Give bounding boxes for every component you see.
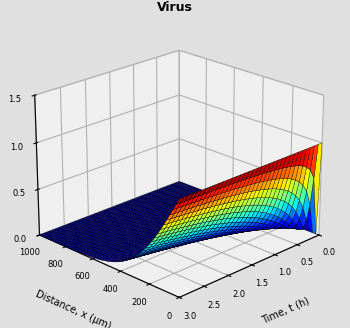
- Title: Virus: Virus: [157, 1, 193, 14]
- Y-axis label: Distance, x (μm): Distance, x (μm): [34, 289, 112, 328]
- X-axis label: Time, t (h): Time, t (h): [260, 295, 310, 325]
